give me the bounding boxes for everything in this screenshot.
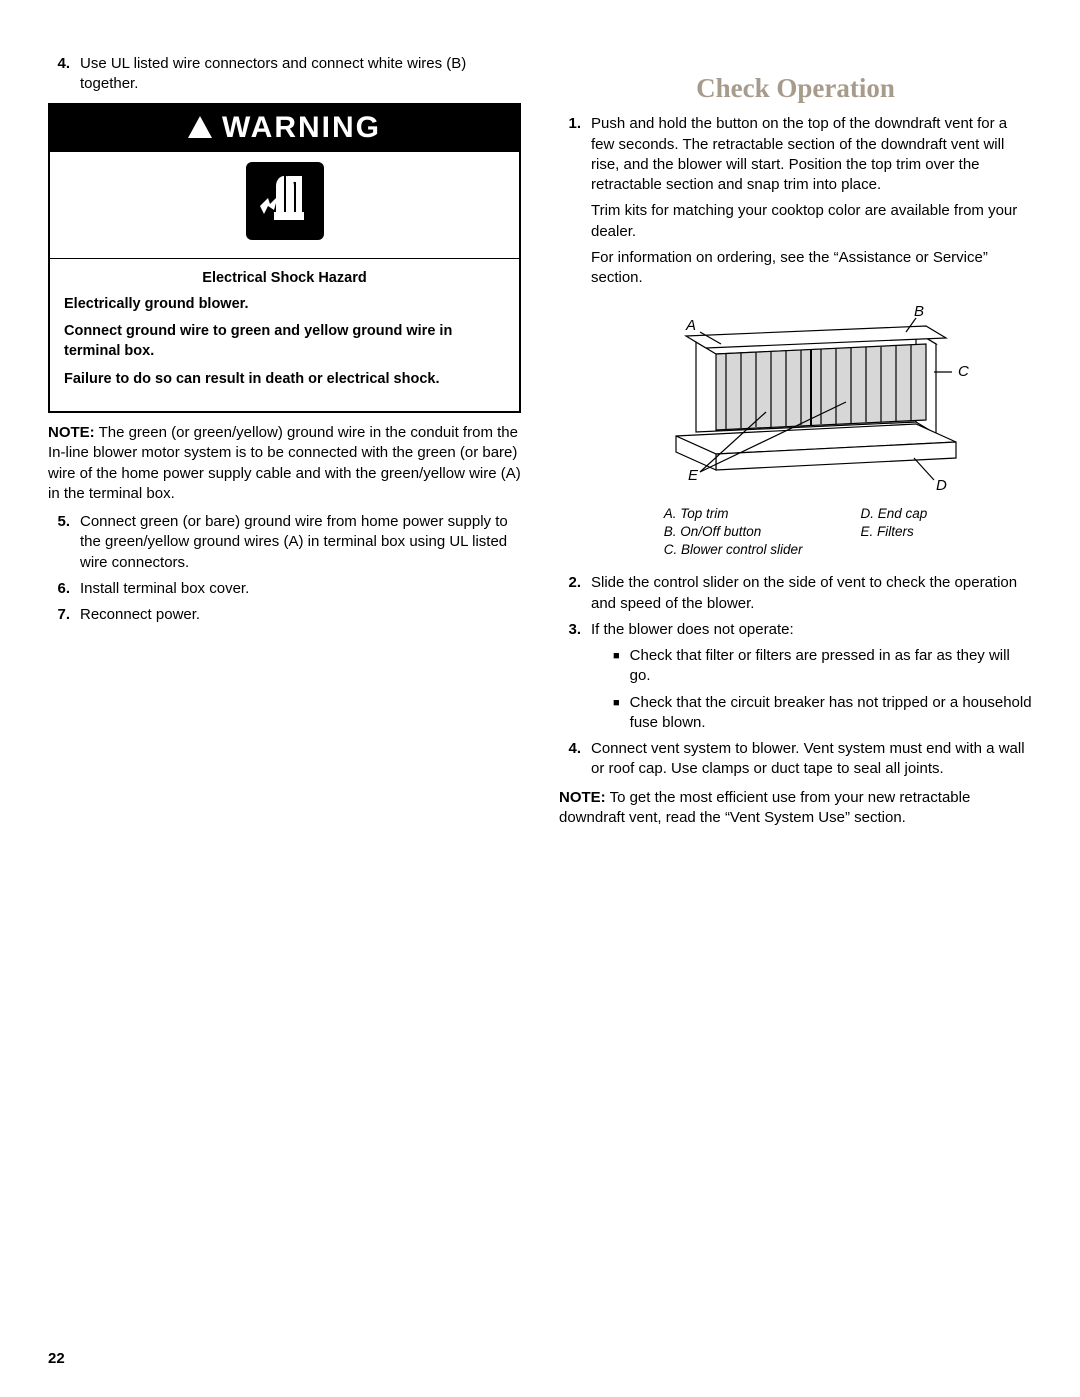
page-number: 22 [48,1349,65,1369]
warning-box: WARNING Electrical Shoc [48,103,521,414]
list-num: 4. [559,739,581,780]
paragraph: For information on ordering, see the “As… [591,248,1032,289]
right-list-3: 4. Connect vent system to blower. Vent s… [559,739,1032,780]
list-num: 4. [48,54,70,95]
bullet-list: Check that filter or filters are pressed… [613,646,1032,733]
left-list-b: 5. Connect green (or bare) ground wire f… [48,512,521,625]
electrical-shock-icon [246,162,324,240]
list-num: 5. [48,512,70,573]
left-list-a: 4. Use UL listed wire connectors and con… [48,54,521,95]
legend-item: D. End cap [861,505,928,523]
diagram-label-a: A [685,317,696,334]
note-lead: NOTE: [559,789,606,806]
right-list-2: 2. Slide the control slider on the side … [559,573,1032,640]
legend-item: C. Blower control slider [664,541,803,559]
list-text: Connect vent system to blower. Vent syst… [591,739,1032,780]
list-text: Push and hold the button on the top of t… [591,114,1032,195]
list-text: Connect green (or bare) ground wire from… [80,512,521,573]
legend-item: B. On/Off button [664,523,803,541]
list-text: Slide the control slider on the side of … [591,573,1032,614]
warning-line: Connect ground wire to green and yellow … [64,322,505,361]
warning-line: Electrically ground blower. [64,295,505,315]
section-title: Check Operation [559,70,1032,106]
list-text: Install terminal box cover. [80,579,521,599]
list-num: 6. [48,579,70,599]
warning-triangle-icon [188,116,212,138]
diagram-legend: A. Top trim B. On/Off button C. Blower c… [559,505,1032,560]
note-paragraph: NOTE: The green (or green/yellow) ground… [48,423,521,504]
bullet-text: Check that filter or filters are pressed… [630,646,1032,687]
list-text: Use UL listed wire connectors and connec… [80,54,521,95]
diagram-label-d: D [936,477,947,492]
warning-line: Failure to do so can result in death or … [64,370,505,390]
note-text: The green (or green/yellow) ground wire … [48,424,521,502]
legend-item: A. Top trim [664,505,803,523]
warning-body: Electrical Shock Hazard Electrically gro… [50,258,519,411]
list-num: 7. [48,605,70,625]
warning-header: WARNING [50,105,519,153]
note-lead: NOTE: [48,424,95,441]
list-text: If the blower does not operate: [591,620,1032,640]
diagram-label-c: C [958,363,969,380]
paragraph: Trim kits for matching your cooktop colo… [591,201,1032,242]
note-paragraph: NOTE: To get the most efficient use from… [559,788,1032,829]
legend-item: E. Filters [861,523,928,541]
list-text: Reconnect power. [80,605,521,625]
list-num: 2. [559,573,581,614]
downdraft-diagram: A B C D E [559,302,1032,498]
warning-header-text: WARNING [222,108,381,149]
right-list-1: 1. Push and hold the button on the top o… [559,114,1032,195]
list-num: 3. [559,620,581,640]
list-num: 1. [559,114,581,195]
bullet-text: Check that the circuit breaker has not t… [630,693,1032,734]
diagram-label-b: B [914,303,924,320]
note-text: To get the most efficient use from your … [559,789,970,826]
diagram-label-e: E [688,467,699,484]
hazard-title: Electrical Shock Hazard [64,269,505,295]
